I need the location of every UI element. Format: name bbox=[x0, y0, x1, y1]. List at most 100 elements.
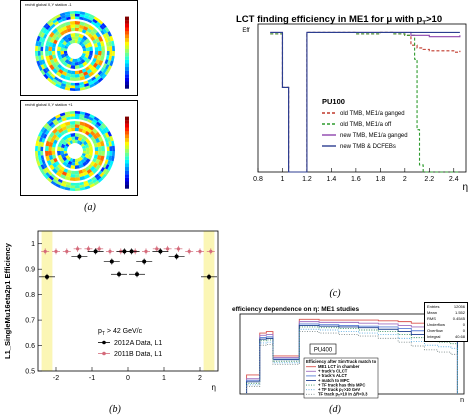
heatmap-cell bbox=[89, 51, 93, 56]
colorbar-cell bbox=[125, 181, 129, 186]
heatmap-cell bbox=[82, 71, 89, 77]
heatmap-cell bbox=[78, 69, 83, 74]
data-point bbox=[155, 247, 159, 251]
series-line-5 bbox=[246, 328, 458, 394]
heatmap-cell bbox=[66, 181, 71, 186]
heatmap-cell bbox=[75, 182, 80, 186]
heatmap-cell bbox=[40, 155, 45, 160]
heatmap-cell bbox=[109, 151, 113, 156]
data-point bbox=[54, 249, 58, 253]
heatmap-cell bbox=[44, 67, 50, 73]
heatmap-cell bbox=[67, 60, 73, 66]
colorbar-cell bbox=[125, 167, 129, 171]
heatmap-cell bbox=[79, 84, 85, 89]
heatmap-cell bbox=[63, 68, 69, 73]
heatmap-cell bbox=[40, 69, 46, 76]
heatmap-cell bbox=[82, 135, 88, 141]
heatmap-cell bbox=[80, 42, 85, 47]
colorbar-cell bbox=[125, 16, 129, 21]
heatmap-cell bbox=[101, 45, 105, 51]
heatmap-cell bbox=[92, 133, 99, 140]
heatmap-cell bbox=[87, 178, 93, 184]
data-point bbox=[174, 254, 179, 259]
heatmap-cell bbox=[85, 147, 90, 151]
data-point bbox=[45, 274, 49, 279]
heatmap-cell bbox=[75, 88, 81, 91]
heatmap-cell bbox=[95, 31, 101, 38]
heatmap-cell bbox=[97, 146, 102, 151]
data-point bbox=[108, 249, 112, 253]
heatmap-cell bbox=[65, 124, 71, 130]
heatmap-cell bbox=[45, 40, 50, 47]
heatmap-cell bbox=[57, 146, 61, 151]
legend-entry: old TMB, ME1/a ganged bbox=[340, 111, 405, 117]
heatmap-cell bbox=[107, 165, 112, 171]
heatmap-cell bbox=[85, 66, 90, 72]
data-point bbox=[209, 249, 213, 253]
ring-gap bbox=[43, 119, 107, 183]
y-axis-label: L1_SingleMu16eta2p1 Efficiency bbox=[3, 242, 12, 359]
heatmap-cell bbox=[75, 33, 80, 37]
legend-entry: old TMB, ME1/a off bbox=[340, 122, 391, 128]
heatmap-cell bbox=[52, 43, 57, 48]
heatmap-cell bbox=[49, 158, 55, 165]
heatmap-cell bbox=[35, 40, 39, 47]
heatmap-cell bbox=[69, 121, 75, 125]
heatmap-cell bbox=[84, 43, 90, 49]
heatmap-cell bbox=[50, 80, 57, 86]
data-point bbox=[43, 249, 47, 253]
colorbar-cell bbox=[125, 170, 129, 175]
y-tick-label: 0.9 bbox=[25, 267, 35, 274]
heatmap-cell bbox=[96, 21, 102, 27]
heatmap-cell bbox=[81, 45, 86, 49]
heatmap-cell bbox=[102, 163, 108, 169]
heatmap-cell bbox=[89, 46, 93, 51]
heatmap-cell bbox=[95, 164, 101, 171]
heatmap-cell bbox=[107, 36, 112, 43]
heatmap-cell bbox=[92, 57, 97, 63]
heatmap-cell bbox=[84, 85, 91, 90]
heatmap-cell bbox=[37, 151, 41, 156]
heatmap-cell bbox=[102, 33, 108, 39]
heatmap-cell bbox=[51, 162, 58, 169]
data-point bbox=[65, 249, 69, 253]
heatmap-cell bbox=[77, 60, 83, 66]
y-tick-label: 0.6 bbox=[25, 343, 35, 350]
heatmap-cell bbox=[46, 77, 53, 83]
heatmap-cell bbox=[65, 13, 71, 18]
heatmap-cell bbox=[37, 141, 42, 147]
heatmap-cell bbox=[92, 162, 99, 169]
y-tick-label: 1 bbox=[31, 241, 35, 248]
heatmap-cell bbox=[75, 111, 81, 114]
heatmap-cell bbox=[66, 56, 71, 61]
heatmap-cell bbox=[107, 59, 112, 66]
heatmap-cell bbox=[49, 131, 55, 138]
heatmap-cell bbox=[64, 121, 71, 126]
heatmap-cell bbox=[75, 21, 81, 25]
heatmap-cell bbox=[64, 159, 70, 164]
colorbar-cell bbox=[125, 67, 129, 71]
heatmap-cell bbox=[100, 155, 105, 162]
heatmap-cell bbox=[84, 22, 90, 28]
heatmap-cell bbox=[36, 60, 41, 67]
heatmap-cell bbox=[82, 51, 87, 54]
heatmap-cell bbox=[104, 26, 110, 33]
heatmap-cell bbox=[48, 175, 54, 181]
heatmap-cell bbox=[69, 177, 75, 181]
heatmap-cell bbox=[97, 26, 103, 32]
caption-d: (d) bbox=[329, 404, 341, 415]
heatmap-cell bbox=[85, 158, 91, 164]
heatmap-cell bbox=[104, 59, 109, 65]
heatmap-cell bbox=[54, 136, 60, 141]
heatmap-cell bbox=[52, 68, 58, 74]
heatmap-cell bbox=[108, 55, 113, 61]
heatmap-cell bbox=[80, 55, 85, 60]
heatmap-cell bbox=[80, 142, 85, 147]
y-tick-label: 0.8 bbox=[25, 292, 35, 299]
heatmap-cell bbox=[55, 125, 62, 131]
heatmap-cell bbox=[98, 36, 104, 42]
colorbar-cell bbox=[125, 45, 129, 50]
heatmap-cell bbox=[62, 35, 68, 41]
legend-entry: 2012A Data, L1 bbox=[114, 340, 162, 347]
legend-box bbox=[303, 357, 379, 399]
